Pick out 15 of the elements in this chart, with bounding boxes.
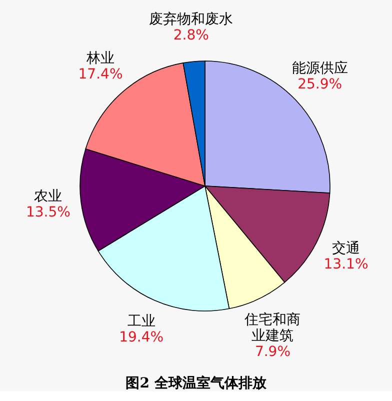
- data-label: 13.5%: [26, 204, 70, 220]
- slice-label: 能源供应: [292, 60, 348, 76]
- data-label: 17.4%: [78, 66, 123, 82]
- slice-label: 农业: [34, 188, 62, 204]
- slice-label: 交通: [332, 240, 360, 256]
- slice-label: 林业: [86, 50, 115, 66]
- slice-label: 工业: [127, 314, 156, 330]
- data-label: 2.8%: [173, 28, 209, 44]
- slice-label: 住宅和商业建筑: [244, 312, 301, 344]
- data-label: 13.1%: [324, 256, 368, 272]
- data-label: 7.9%: [254, 344, 291, 360]
- data-label: 19.4%: [119, 330, 164, 346]
- data-label: 25.9%: [298, 76, 342, 92]
- text: 图2 全球温室气体排放: [126, 374, 268, 392]
- slice-label: 废弃物和废水: [149, 12, 234, 28]
